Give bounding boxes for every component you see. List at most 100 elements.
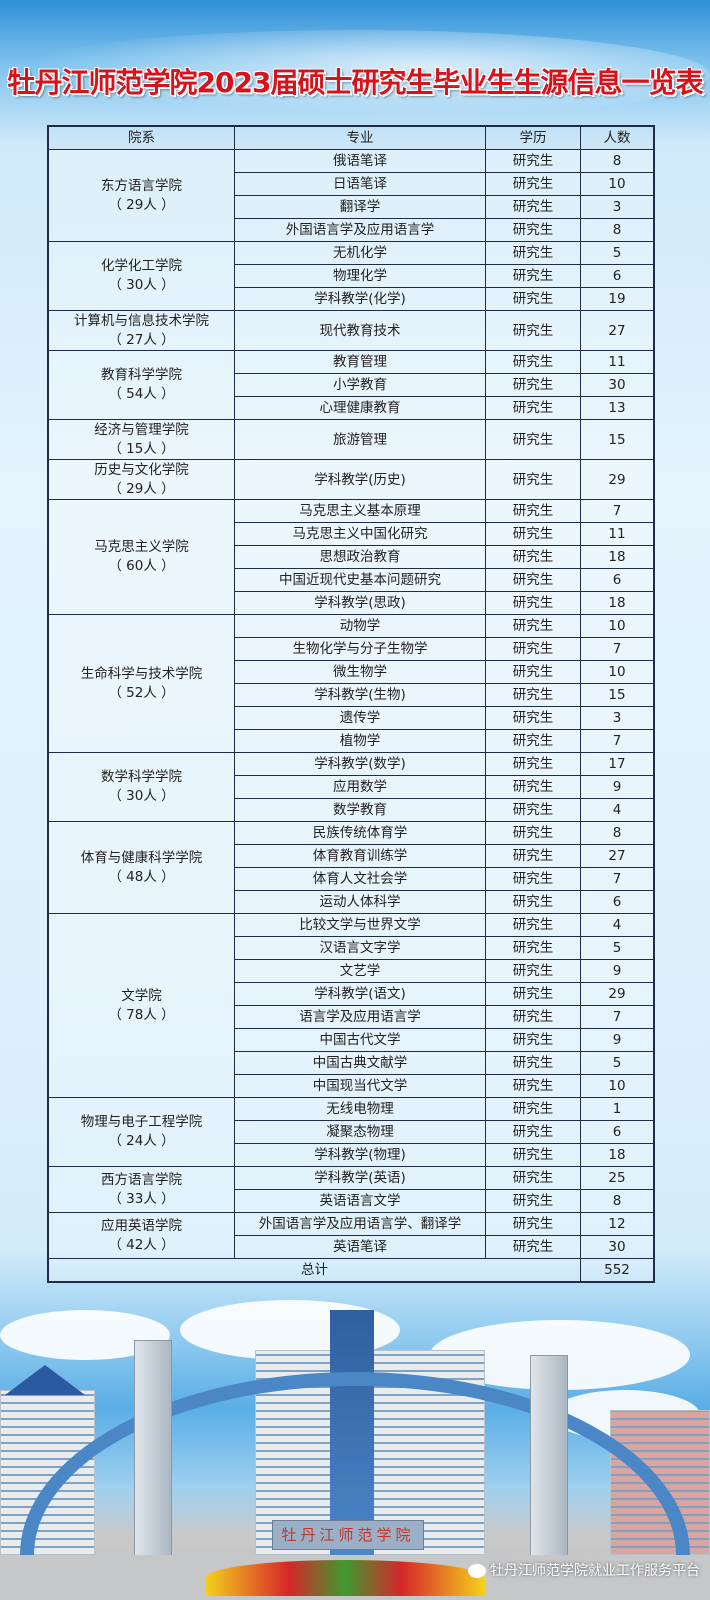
total-label: 总计 [47, 1258, 581, 1283]
count-cell: 8 [580, 149, 655, 173]
degree-cell: 研究生 [485, 568, 581, 592]
degree-cell: 研究生 [485, 1235, 581, 1259]
count-cell: 4 [580, 798, 655, 822]
degree-cell: 研究生 [485, 1166, 581, 1190]
college-count: （ 54人 ） [108, 386, 175, 402]
major-cell: 语言学及应用语言学 [234, 1005, 486, 1029]
table-row: 物理化学 研究生 6 [48, 264, 655, 288]
count-cell: 6 [580, 568, 655, 592]
table-row: 文学院（ 78人 ）比较文学与世界文学 研究生 4 [47, 913, 655, 1098]
degree-cell: 研究生 [485, 218, 581, 242]
degree-cell: 研究生 [485, 419, 581, 460]
college-cell: 东方语言学院 （ 29人 ） [47, 149, 235, 242]
college-cell: 马克思主义学院 （ 60人 ） [47, 499, 235, 615]
building-roof [5, 1365, 85, 1395]
wechat-icon [468, 1564, 486, 1578]
degree-cell: 研究生 [485, 350, 581, 374]
degree-cell: 研究生 [485, 867, 581, 891]
count-cell: 6 [580, 890, 655, 914]
major-cell: 生物化学与分子生物学 [234, 637, 486, 661]
table-row: 植物学 研究生 7 [48, 729, 655, 753]
degree-cell: 研究生 [485, 396, 581, 420]
count-cell: 29 [580, 459, 655, 500]
table-row: 小学教育 研究生 30 [48, 373, 655, 397]
count-cell: 6 [580, 264, 655, 288]
header-college: 院系 [47, 125, 235, 150]
college-count: （ 42人 ） [108, 1236, 175, 1253]
college-name: 体育与健康科学学院 [80, 849, 203, 866]
count-cell: 25 [580, 1166, 655, 1190]
major-cell: 物理化学 [234, 264, 486, 288]
count-cell: 6 [580, 1120, 655, 1144]
college-name: 经济与管理学院 [94, 421, 189, 438]
degree-cell: 研究生 [485, 591, 581, 615]
table-row: 学科教学(语文) 研究生 29 [48, 982, 655, 1006]
degree-cell: 研究生 [485, 195, 581, 219]
table-row: 教育科学学院（ 54人 ）教育管理 研究生 11 [47, 350, 655, 420]
major-cell: 日语笔译 [234, 172, 486, 196]
gate-pillar [134, 1340, 172, 1557]
major-cell: 现代教育技术 [234, 310, 486, 351]
major-cell: 比较文学与世界文学 [234, 913, 486, 937]
degree-cell: 研究生 [485, 1189, 581, 1213]
degree-cell: 研究生 [485, 1120, 581, 1144]
degree-cell: 研究生 [485, 821, 581, 845]
college-name: 计算机与信息技术学院 [74, 312, 209, 329]
count-cell: 3 [580, 706, 655, 730]
college-cell: 经济与管理学院 （ 15人 ） [47, 419, 235, 460]
table-row: 学科教学(化学) 研究生 19 [48, 287, 655, 311]
count-cell: 29 [580, 982, 655, 1006]
degree-cell: 研究生 [485, 459, 581, 500]
college-cell: 计算机与信息技术学院 （ 27人 ） [47, 310, 235, 351]
count-cell: 8 [580, 821, 655, 845]
degree-cell: 研究生 [485, 844, 581, 868]
count-cell: 18 [580, 1143, 655, 1167]
count-cell: 30 [580, 1235, 655, 1259]
table-row: 文艺学 研究生 9 [48, 959, 655, 983]
table-row: 外国语言学及应用语言学 研究生 8 [48, 218, 655, 242]
college-name: 文学院 [121, 987, 162, 1004]
table-row: 西方语言学院 （ 33人 ） 学科教学(英语) 研究生 25 [47, 1166, 655, 1213]
degree-cell: 研究生 [485, 264, 581, 288]
degree-cell: 研究生 [485, 1074, 581, 1098]
count-cell: 11 [580, 350, 655, 374]
major-cell: 外国语言学及应用语言学、翻译学 [234, 1212, 486, 1236]
major-cell: 中国古典文献学 [234, 1051, 486, 1075]
major-cell: 马克思主义中国化研究 [234, 522, 486, 546]
count-cell: 5 [580, 241, 655, 265]
table-row: 数学教育 研究生 4 [48, 798, 655, 822]
college-count: （ 30人 ） [108, 788, 175, 804]
degree-cell: 研究生 [485, 775, 581, 799]
table-row: 中国古典文献学 研究生 5 [48, 1051, 655, 1075]
watermark: 牡丹江师范学院就业工作服务平台 [468, 1562, 700, 1580]
count-cell: 10 [580, 172, 655, 196]
table-row: 物理与电子工程学院（ 24人 ）无线电物理 研究生 1 [47, 1097, 655, 1167]
major-cell: 无线电物理 [234, 1097, 486, 1121]
count-cell: 10 [580, 660, 655, 684]
college-count: （ 78人 ） [108, 1006, 175, 1023]
table-row: 英语笔译 研究生 30 [48, 1235, 655, 1259]
degree-cell: 研究生 [485, 1143, 581, 1167]
count-cell: 7 [580, 637, 655, 661]
count-cell: 9 [580, 959, 655, 983]
degree-cell: 研究生 [485, 172, 581, 196]
count-cell: 7 [580, 867, 655, 891]
degree-cell: 研究生 [485, 982, 581, 1006]
major-cell: 英语语言文学 [234, 1189, 486, 1213]
college-cell: 教育科学学院 （ 54人 ） [47, 350, 235, 420]
degree-cell: 研究生 [485, 890, 581, 914]
table-row: 应用数学 研究生 9 [48, 775, 655, 799]
degree-cell: 研究生 [485, 1097, 581, 1121]
major-cell: 中国古代文学 [234, 1028, 486, 1052]
count-cell: 9 [580, 775, 655, 799]
major-cell: 外国语言学及应用语言学 [234, 218, 486, 242]
degree-cell: 研究生 [485, 798, 581, 822]
table-row: 语言学及应用语言学 研究生 7 [48, 1005, 655, 1029]
count-cell: 15 [580, 683, 655, 707]
table-row: 遗传学 研究生 3 [48, 706, 655, 730]
degree-cell: 研究生 [485, 729, 581, 753]
degree-cell: 研究生 [485, 752, 581, 776]
count-cell: 10 [580, 614, 655, 638]
count-cell: 3 [580, 195, 655, 219]
graduate-info-table: 院系 专业 学历 人数 东方语言学院（ 29人 ）俄语笔译 研究生 8 日语笔译 研究生… [47, 125, 655, 1283]
